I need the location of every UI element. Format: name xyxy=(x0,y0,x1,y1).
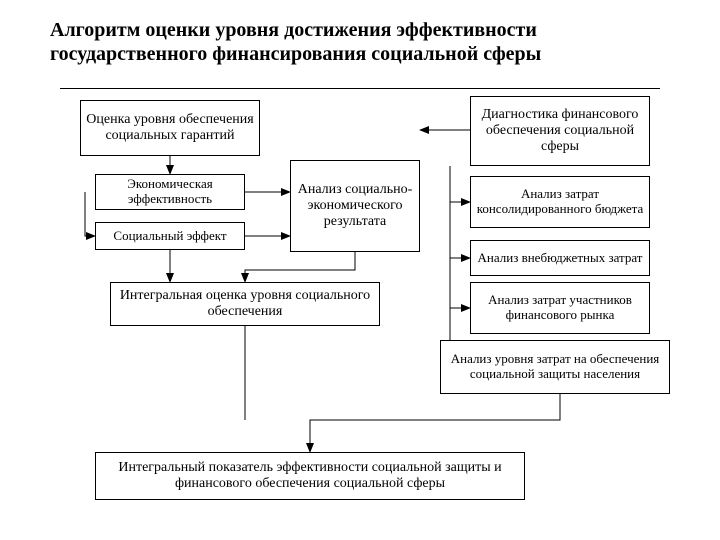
node-social-protection-costs: Анализ уровня затрат на обеспечения соци… xyxy=(440,340,670,394)
node-consolidated-budget: Анализ затрат консолидированного бюджета xyxy=(470,176,650,228)
title-underline xyxy=(60,88,660,89)
node-market-participants: Анализ затрат участников финансового рын… xyxy=(470,282,650,334)
diagram-title: Алгоритм оценки уровня достижения эффект… xyxy=(50,18,670,66)
node-offbudget: Анализ внебюджетных затрат xyxy=(470,240,650,276)
node-integral-assessment: Интегральная оценка уровня социального о… xyxy=(110,282,380,326)
node-assess-guarantees: Оценка уровня обеспечения социальных гар… xyxy=(80,100,260,156)
node-integral-indicator: Интегральный показатель эффективности со… xyxy=(95,452,525,500)
node-social-effect: Социальный эффект xyxy=(95,222,245,250)
diagram-canvas: Алгоритм оценки уровня достижения эффект… xyxy=(0,0,720,540)
node-socecon-analysis: Анализ социально-экономического результа… xyxy=(290,160,420,252)
node-diagnostics: Диагностика финансового обеспечения соци… xyxy=(470,96,650,166)
node-econ-effectiveness: Экономическая эффективность xyxy=(95,174,245,210)
